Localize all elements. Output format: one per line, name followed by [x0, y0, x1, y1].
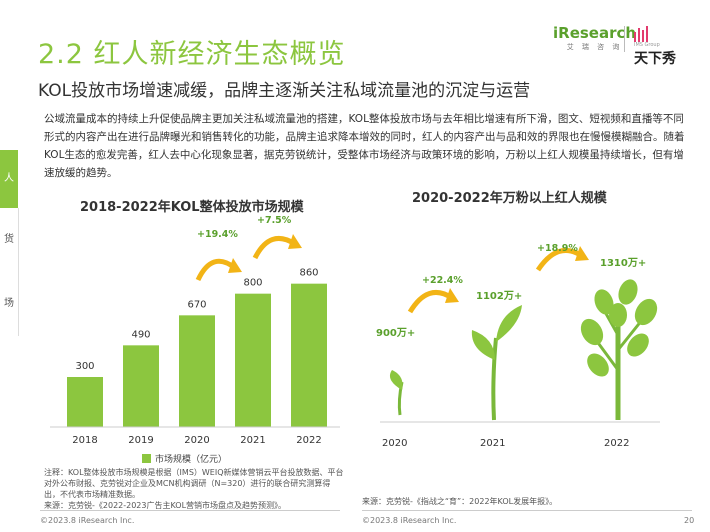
- bar-value-2022: 860: [299, 268, 318, 279]
- growth-arrow-b: [535, 246, 589, 272]
- chart-notes: 注释：KOL整体投放市场规模是根据（IMS）WEIQ新媒体营销云平台投放数据、平…: [44, 467, 344, 511]
- year-label-2021: 2021: [480, 438, 505, 449]
- iresearch-logo-text: iResearch: [553, 24, 637, 42]
- bar-value-2020: 670: [187, 299, 206, 310]
- bar-value-2018: 300: [75, 361, 94, 372]
- bar-2018: [67, 377, 103, 427]
- growth-arrow-2: [252, 234, 302, 260]
- growth-label-2021: +19.4%: [197, 229, 238, 240]
- x-tick-2022: 2022: [296, 435, 321, 446]
- sprout-chart-title: 2020-2022年万粉以上红人规模: [412, 191, 607, 206]
- year-label-2020: 2020: [382, 438, 407, 449]
- bar-2019: [123, 345, 159, 427]
- footer-copyright-middle: ©2023.8 iResearch Inc.: [362, 516, 457, 525]
- bar-2021: [235, 293, 271, 427]
- ims-group-label: IMS Group: [634, 42, 660, 48]
- value-label-2022: 1310万+: [600, 257, 646, 269]
- page-title: 2.2 红人新经济生态概览: [38, 39, 346, 70]
- x-tick-2020: 2020: [184, 435, 209, 446]
- note-source: 来源：克劳锐-《2022-2023广告主KOL营销市场盘点及趋势预测》。: [44, 501, 287, 510]
- value-label-2020: 900万+: [376, 327, 415, 339]
- bar-2022: [291, 283, 327, 427]
- tianxiaxiu-logo-text: 天下秀: [634, 51, 676, 67]
- bar-2020: [179, 315, 215, 427]
- growth-label-2022: +7.5%: [257, 215, 292, 226]
- right-source: 来源：克劳锐-《指战之“育”：2022年KOL发展年报》。: [362, 497, 558, 506]
- growth-arrow-a: [407, 288, 459, 314]
- sidebar-tab-goods[interactable]: 货: [0, 208, 19, 272]
- value-label-2021: 1102万+: [476, 290, 522, 302]
- tianxiaxiu-logo: IMS Group 天下秀: [634, 26, 676, 68]
- bar-value-2021: 800: [243, 278, 262, 289]
- iresearch-logo: iResearch 艾 瑞 咨 询: [553, 24, 636, 52]
- bar-value-2019: 490: [131, 329, 150, 340]
- page-number: 20: [684, 516, 695, 525]
- bar-chart: 300 2018 490 2019 670 2020 800 2021 860 2022 市场规模…: [50, 215, 340, 465]
- sidebar-tab-venue[interactable]: 场: [0, 272, 19, 336]
- footer-divider-right: [362, 510, 692, 511]
- growth-label-a: +22.4%: [422, 275, 463, 286]
- ims-bars-icon: [634, 26, 648, 42]
- year-label-2022: 2022: [604, 438, 629, 449]
- footer-divider-left: [40, 510, 340, 511]
- growth-label-b: +18.9%: [537, 243, 578, 254]
- footer-copyright-left: ©2023.8 iResearch Inc.: [40, 516, 135, 525]
- tree-2022: [580, 279, 658, 420]
- legend-label: 市场规模（亿元）: [155, 453, 227, 465]
- growth-arrow-1: [195, 258, 242, 282]
- page-subtitle: KOL投放市场增速减缓，品牌主逐渐关注私域流量池的沉淀与运营: [38, 81, 531, 101]
- note-text: 注释：KOL整体投放市场规模是根据（IMS）WEIQ新媒体营销云平台投放数据、平…: [44, 468, 344, 499]
- logo-divider: [624, 26, 625, 52]
- sidebar-tab-people[interactable]: 人: [0, 150, 18, 208]
- sprout-2020: [389, 370, 404, 416]
- intro-paragraph: 公域流量成本的持续上升促使品牌主更加关注私域流量池的搭建，KOL整体投放市场与去…: [44, 113, 685, 179]
- sprout-chart: +22.4% +18.9% 900万+ 1102万+ 1310万+ 2020 2…: [376, 243, 660, 449]
- bar-chart-title: 2018-2022年KOL整体投放市场规模: [80, 200, 304, 215]
- x-tick-2021: 2021: [240, 435, 265, 446]
- legend-swatch: [142, 454, 151, 463]
- x-tick-2019: 2019: [128, 435, 153, 446]
- x-tick-2018: 2018: [72, 435, 97, 446]
- iresearch-logo-cn: 艾 瑞 咨 询: [566, 43, 623, 51]
- sprout-2021: [471, 305, 522, 421]
